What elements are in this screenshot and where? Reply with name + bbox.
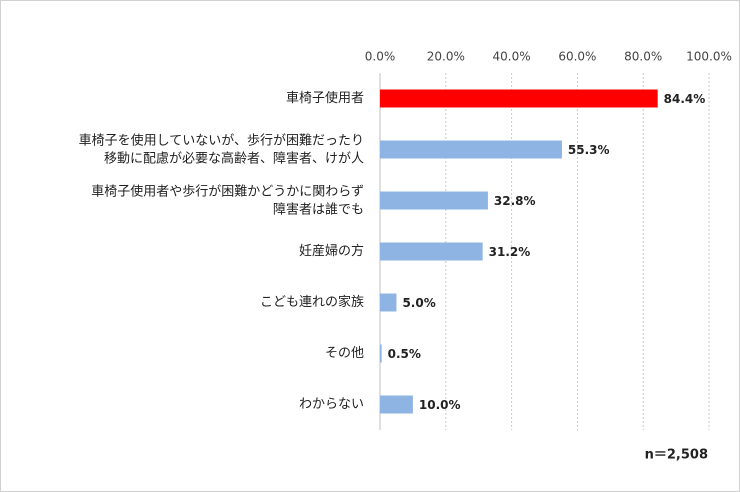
- x-tick-label: 80.0%: [624, 50, 662, 64]
- category-label: 車椅子使用者や歩行が困難かどうかに関わらず障害者は誰でも: [91, 183, 364, 217]
- x-tick-label: 60.0%: [558, 50, 596, 64]
- sample-size: n＝2,508: [645, 448, 708, 463]
- bar: [380, 293, 397, 312]
- value-label: 32.8%: [494, 194, 536, 208]
- category-label: その他: [325, 346, 364, 361]
- value-label: 31.2%: [489, 245, 531, 259]
- value-label: 10.0%: [419, 398, 461, 412]
- value-label: 5.0%: [402, 296, 435, 310]
- bar: [380, 344, 382, 363]
- category-label: こども連れの家族: [260, 294, 364, 310]
- category-label: 妊産婦の方: [299, 243, 364, 259]
- category-label: 車椅子使用者: [286, 90, 364, 106]
- bar: [380, 89, 658, 108]
- x-tick-label: 100.0%: [686, 50, 732, 64]
- bar: [380, 395, 413, 414]
- category-label: 車椅子を使用していないが、歩行が困難だったり移動に配慮が必要な高齢者、障害者、け…: [79, 132, 364, 166]
- x-tick-label: 20.0%: [427, 50, 465, 64]
- value-label: 84.4%: [664, 92, 706, 106]
- value-label: 0.5%: [388, 347, 421, 361]
- bar: [380, 140, 562, 159]
- value-label: 55.3%: [568, 143, 610, 157]
- x-tick-label: 40.0%: [493, 50, 531, 64]
- x-tick-label: 0.0%: [365, 50, 396, 64]
- bar: [380, 242, 483, 261]
- bar: [380, 191, 488, 210]
- category-label: わからない: [299, 397, 364, 412]
